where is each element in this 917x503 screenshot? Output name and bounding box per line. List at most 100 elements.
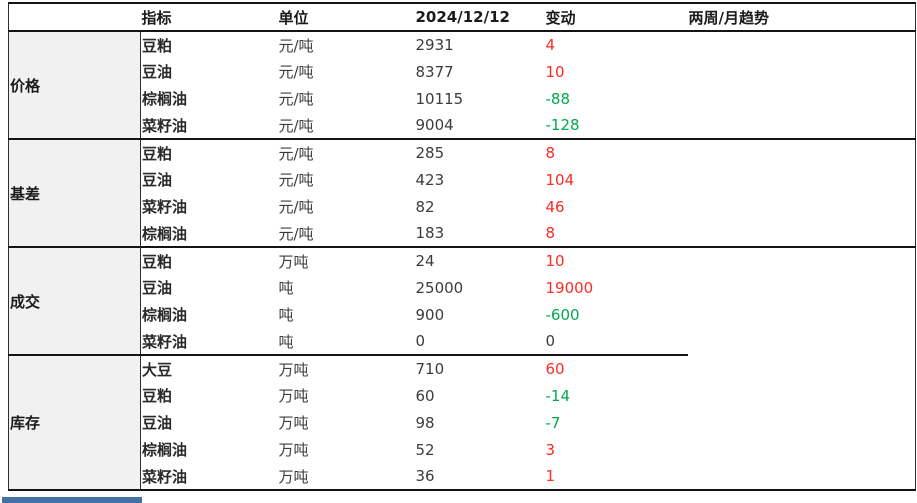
trend-sparkline-cell [688, 328, 916, 355]
indicator-cell: 豆油 [142, 63, 173, 81]
change-cell: 60 [545, 360, 565, 378]
table-row: 成交 豆粕 万吨 24 10 [8, 247, 916, 356]
change-cell: 3 [545, 440, 556, 459]
value-cell: 0 [414, 328, 545, 356]
trend-sparkline-cell [688, 274, 916, 301]
value-cell: 9004 [414, 112, 545, 140]
trend-sparkline-cell [688, 166, 916, 193]
change-cell: -128 [544, 112, 688, 140]
col-header-date: 2024/12/12 [414, 3, 545, 32]
trend-sparkline-cell [688, 139, 916, 166]
table-row: 棕榈油 元/吨 10115 -88 [9, 85, 916, 112]
trend-sparkline-cell [688, 193, 916, 220]
unit-cell: 万吨 [278, 414, 309, 432]
change-cell: 8 [545, 144, 556, 162]
value-cell: 10115 [415, 89, 464, 108]
indicator-cell: 豆粕 [142, 144, 173, 163]
indicator-cell: 棕榈油 [142, 306, 188, 324]
unit-cell: 万吨 [278, 252, 309, 271]
next-section-blue-bar [2, 497, 142, 503]
trend-sparkline-cell [687, 112, 916, 140]
value-cell: 8377 [415, 62, 454, 81]
value-cell: 60 [415, 386, 435, 405]
header-row: 指标 单位 2024/12/12 变动 两周/月趋势 [8, 3, 916, 32]
unit-cell: 万吨 [278, 387, 309, 405]
group-label-cell: 库存 [8, 355, 141, 491]
trend-sparkline-cell [687, 220, 916, 248]
group-label-cell: 价格 [8, 31, 141, 140]
trend-sparkline-cell [688, 247, 916, 274]
change-cell: 1 [544, 463, 688, 491]
table-row: 菜籽油 元/吨 9004 -128 [9, 112, 916, 140]
unit-cell: 万吨 [278, 441, 309, 459]
indicator-cell: 棕榈油 [142, 90, 188, 108]
unit-cell: 元/吨 [277, 220, 415, 248]
table-row: 价格 豆粕 元/吨 2931 4 [8, 31, 916, 140]
trend-sparkline-cell [688, 301, 916, 328]
col-header-indicator: 指标 [140, 3, 278, 32]
table-row: 库存 大豆 万吨 710 60 [8, 355, 916, 491]
indicator-cell: 菜籽油 [140, 328, 278, 356]
unit-cell: 元/吨 [278, 144, 314, 163]
trend-sparkline-cell [688, 436, 916, 463]
table-row: 菜籽油 万吨 36 1 [9, 463, 916, 491]
change-cell: 10 [545, 252, 565, 270]
indicator-cell: 菜籽油 [142, 198, 188, 216]
indicator-cell: 菜籽油 [140, 112, 278, 140]
value-cell: 710 [415, 360, 445, 378]
change-cell: -14 [545, 386, 571, 405]
value-cell: 24 [415, 252, 435, 270]
change-cell: 104 [545, 170, 575, 189]
trend-sparkline-cell [688, 382, 916, 409]
value-cell: 25000 [415, 278, 464, 297]
change-cell: -7 [545, 413, 561, 432]
trend-sparkline-cell [688, 58, 916, 85]
unit-cell: 元/吨 [278, 63, 314, 81]
col-header-change: 变动 [544, 3, 688, 32]
col-header-trend: 两周/月趋势 [687, 3, 916, 32]
indicator-cell: 豆粕 [142, 36, 173, 55]
value-cell: 900 [415, 305, 445, 324]
trend-sparkline-cell [687, 463, 916, 491]
table-row: 豆油 万吨 98 -7 [9, 409, 916, 436]
change-cell: 4 [545, 36, 556, 54]
table-row: 豆油 元/吨 423 104 [9, 166, 916, 193]
unit-cell: 万吨 [277, 463, 415, 491]
change-cell: -600 [545, 305, 580, 324]
table-row: 菜籽油 元/吨 82 46 [9, 193, 916, 220]
table-row: 棕榈油 万吨 52 3 [9, 436, 916, 463]
value-cell: 285 [415, 144, 445, 162]
value-cell: 423 [415, 170, 445, 189]
unit-cell: 吨 [278, 306, 294, 324]
unit-cell: 元/吨 [277, 112, 415, 140]
indicator-cell: 豆油 [142, 279, 173, 297]
futures-summary-table: 指标 单位 2024/12/12 变动 两周/月趋势 价格 豆粕 元/吨 2931 4 豆… [8, 2, 916, 491]
indicator-cell: 棕榈油 [140, 220, 278, 248]
unit-cell: 元/吨 [278, 198, 314, 216]
change-cell: 46 [545, 197, 565, 216]
change-cell: 19000 [545, 278, 594, 297]
change-cell: 8 [544, 220, 688, 248]
group-label-cell: 基差 [8, 139, 141, 248]
unit-cell: 吨 [278, 279, 294, 297]
indicator-cell: 棕榈油 [142, 441, 188, 459]
indicator-cell: 大豆 [142, 360, 173, 379]
value-cell: 36 [414, 463, 545, 491]
unit-cell: 万吨 [278, 360, 309, 379]
col-header-unit: 单位 [277, 3, 415, 32]
change-cell: 10 [545, 62, 565, 81]
indicator-cell: 菜籽油 [140, 463, 278, 491]
unit-cell: 元/吨 [278, 90, 314, 108]
trend-sparkline-cell [688, 85, 916, 112]
unit-cell: 元/吨 [278, 36, 314, 55]
table-row: 豆粕 万吨 60 -14 [9, 382, 916, 409]
value-cell: 183 [414, 220, 545, 248]
value-cell: 82 [415, 197, 435, 216]
indicator-cell: 豆粕 [142, 252, 173, 271]
unit-cell: 元/吨 [278, 171, 314, 189]
table-row: 棕榈油 元/吨 183 8 [9, 220, 916, 248]
trend-sparkline-cell [688, 409, 916, 436]
table-row: 基差 豆粕 元/吨 285 8 [8, 139, 916, 248]
table-row: 豆油 吨 25000 19000 [9, 274, 916, 301]
trend-sparkline-cell [688, 355, 916, 382]
